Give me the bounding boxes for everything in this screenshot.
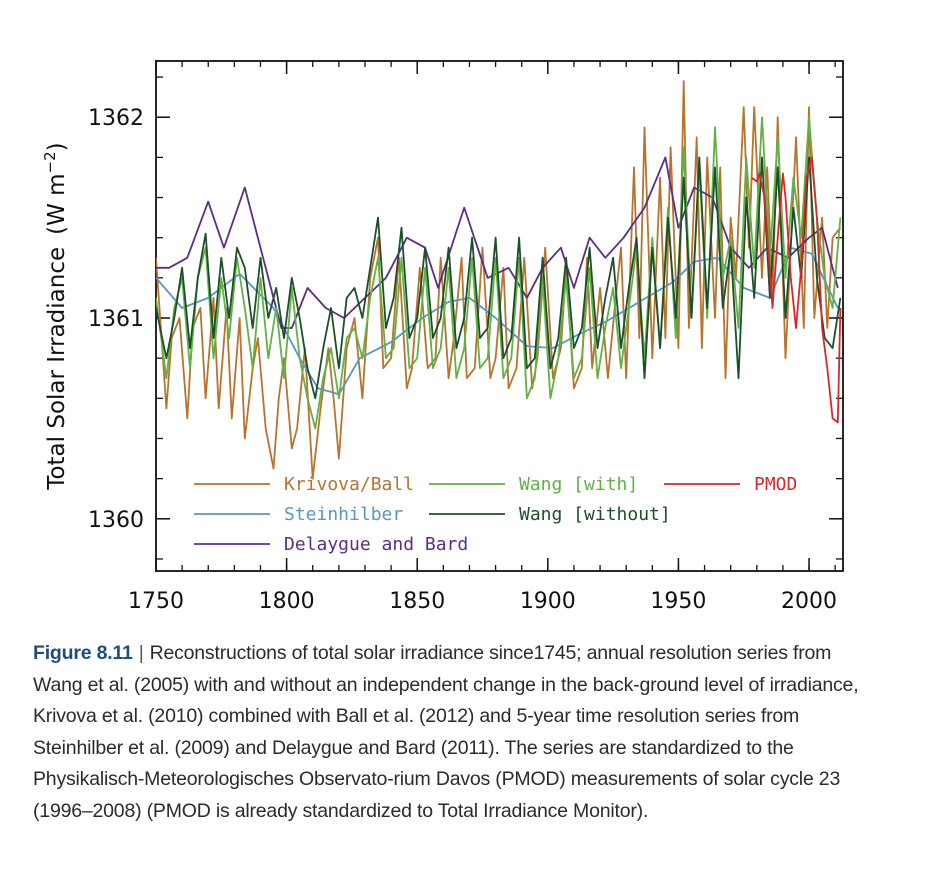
figure-label: Figure 8.11 (33, 642, 133, 664)
series-line-wang-with (156, 116, 842, 430)
tick-labels: 1750 1800 1850 1900 1950 2000 1360 1361 1362 (88, 106, 837, 614)
x-tick-label: 1900 (520, 589, 576, 614)
legend-label-delaygue-and-bard: Delaygue and Bard (284, 534, 468, 555)
legend-label-wang-without: Wang [without] (519, 504, 671, 525)
series-line-wang-without (156, 156, 842, 400)
x-tick-label: 1800 (259, 589, 315, 614)
plot-frame (155, 60, 844, 572)
x-tick-label: 1850 (389, 589, 445, 614)
series-line-krivova-ball (156, 80, 842, 480)
legend-label-steinhilber: Steinhilber (284, 504, 403, 525)
caption-separator: | (138, 642, 144, 664)
y-axis-unit-exp: −2 (41, 151, 59, 173)
y-tick-label: 1362 (88, 106, 144, 131)
figure-caption: Figure 8.11 | Reconstructions of total sol… (33, 638, 863, 827)
series-line-pmod (751, 156, 842, 424)
caption-text: Reconstructions of total solar irradianc… (33, 642, 859, 822)
legend-label-pmod: PMOD (754, 474, 797, 495)
y-axis-unit-close: ) (44, 142, 70, 151)
x-tick-label: 2000 (781, 589, 837, 614)
y-axis-title: Total Solar Irradiance (W m−2) (41, 142, 70, 490)
solar-irradiance-chart: Krivova/Ball Steinhilber Delaygue and Bard… (41, 60, 844, 614)
y-tick-label: 1360 (88, 508, 144, 533)
y-tick-label: 1361 (88, 307, 144, 332)
x-tick-label: 1750 (128, 589, 184, 614)
legend-label-wang-with: Wang [with] (519, 474, 638, 495)
x-tick-label: 1950 (650, 589, 706, 614)
series-lines (156, 80, 842, 480)
y-axis-label: Total Solar Irradiance (44, 247, 70, 491)
legend: Krivova/Ball Steinhilber Delaygue and Bard… (194, 474, 797, 555)
y-axis-unit-base: (W m (44, 173, 70, 234)
legend-label-krivova-ball: Krivova/Ball (284, 474, 414, 495)
